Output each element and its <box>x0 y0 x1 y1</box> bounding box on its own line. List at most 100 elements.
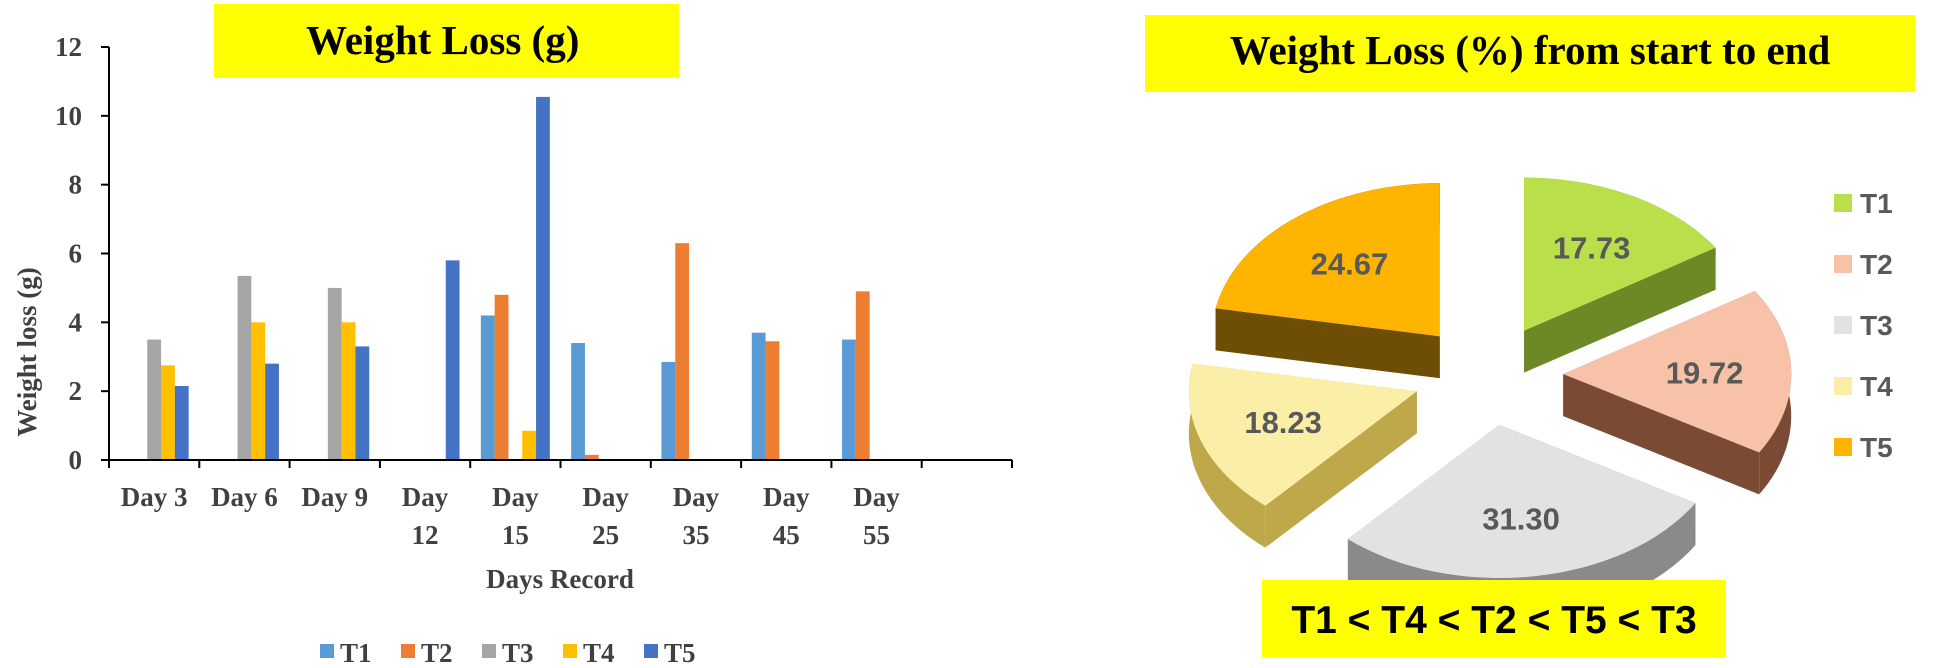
pie-legend-swatch <box>1834 438 1852 456</box>
legend-label: T3 <box>502 638 534 668</box>
pie-slice-t1: 17.73 <box>1523 177 1716 373</box>
bar-t1 <box>842 339 856 460</box>
bar-t5 <box>536 96 550 460</box>
pie-slice-wall <box>1215 308 1440 379</box>
pie-chart-title: Weight Loss (%) from start to end <box>1230 27 1831 73</box>
pie-legend-swatch <box>1834 316 1852 334</box>
bar-t4 <box>251 322 266 460</box>
bar-chart-title: Weight Loss (g) <box>306 17 579 63</box>
x-axis-tick-labels: Day 3 Day 6 Day 9 Day 12 Day 15 Day 25 Day 35 Day 45… <box>121 482 901 550</box>
x-axis-title: Days Record <box>486 564 634 594</box>
x-tick-label: Day <box>402 482 449 512</box>
bar-series <box>147 96 870 460</box>
x-tick-label: 12 <box>412 520 439 550</box>
pie-legend-swatch <box>1834 255 1852 273</box>
pie-legend-swatch <box>1834 377 1852 395</box>
y-tick-label: 4 <box>69 307 83 337</box>
y-tick-label: 6 <box>69 239 83 269</box>
legend-swatch <box>401 644 415 658</box>
bar-t1 <box>571 342 585 460</box>
bar-t3 <box>147 339 162 460</box>
pie-slice-top <box>1188 363 1417 506</box>
bar-legend: T1 T2 T3 T4 T5 <box>320 638 696 668</box>
legend-label: T1 <box>340 638 372 668</box>
pie-legend-label: T3 <box>1860 310 1893 341</box>
bar-t5 <box>174 386 189 460</box>
ranking-annotation: T1 < T4 < T2 < T5 < T3 <box>1291 599 1696 642</box>
x-tick-label: Day 9 <box>301 482 368 512</box>
pie-data-label: 31.30 <box>1482 502 1560 537</box>
pie-slice-top <box>1563 291 1792 453</box>
y-tick-label: 0 <box>69 445 83 475</box>
bar-t4 <box>522 430 537 460</box>
bar-t1 <box>751 332 766 460</box>
x-tick-label: Day 3 <box>121 482 188 512</box>
pie-chart-title-highlight <box>1145 15 1915 92</box>
pie-slices: 17.73 24.67 19.72 18.23 31.30 <box>1188 177 1792 620</box>
x-tick-label: 25 <box>592 520 619 550</box>
pie-legend-label: T4 <box>1860 371 1893 402</box>
bar-t1 <box>480 315 495 460</box>
legend-label: T5 <box>664 638 696 668</box>
pie-legend-swatch <box>1834 194 1852 212</box>
x-tick-label: Day <box>673 482 720 512</box>
y-tick-label: 2 <box>69 376 83 406</box>
pie-legend: T1 T2 T3 T4 T5 <box>1834 188 1893 463</box>
pie-data-label: 18.23 <box>1244 405 1322 440</box>
pie-slice-wall <box>1265 391 1417 548</box>
y-tick-label: 8 <box>69 170 83 200</box>
bar-t3 <box>327 287 342 460</box>
pie-data-label: 17.73 <box>1553 230 1631 265</box>
axis-tick-marks <box>101 46 1013 468</box>
y-tick-label: 10 <box>55 101 82 131</box>
pie-slice-wall <box>1563 374 1760 495</box>
x-tick-label: 15 <box>502 520 529 550</box>
x-tick-label: 45 <box>773 520 800 550</box>
legend-swatch <box>563 644 577 658</box>
bar-chart-title-highlight <box>214 4 679 78</box>
bar-t2 <box>494 294 509 460</box>
pie-slice-t4: 18.23 <box>1188 363 1417 548</box>
bar-t3 <box>237 275 252 460</box>
x-tick-label: Day <box>582 482 629 512</box>
pie-slice-t2: 19.72 <box>1563 291 1792 495</box>
pie-slice-t5: 24.67 <box>1215 183 1440 379</box>
legend-swatch <box>482 644 496 658</box>
ranking-highlight <box>1262 580 1726 657</box>
bar-t2 <box>675 243 690 460</box>
bar-t5 <box>445 260 460 460</box>
pie-data-label: 24.67 <box>1311 246 1389 281</box>
bar-t2 <box>765 341 780 460</box>
x-tick-label: Day <box>492 482 539 512</box>
pie-chart: Weight Loss (%) from start to end 17.73 2… <box>1145 15 1915 657</box>
y-axis-title: Weight loss (g) <box>12 267 42 437</box>
x-tick-label: 55 <box>863 520 890 550</box>
y-axis-tick-labels: 0 2 4 6 8 10 12 <box>55 32 82 475</box>
legend-swatch <box>320 644 334 658</box>
bar-t2 <box>584 454 599 460</box>
y-tick-label: 12 <box>55 32 82 62</box>
pie-legend-label: T2 <box>1860 249 1893 280</box>
legend-label: T2 <box>421 638 453 668</box>
bar-t2 <box>855 291 870 460</box>
pie-legend-label: T5 <box>1860 432 1893 463</box>
x-tick-label: Day 6 <box>211 482 278 512</box>
bar-t4 <box>161 365 175 460</box>
pie-slice-top <box>1523 177 1716 331</box>
x-tick-label: Day <box>853 482 900 512</box>
legend-swatch <box>644 644 658 658</box>
pie-slice-top <box>1347 424 1696 578</box>
pie-slice-rim <box>1188 363 1266 548</box>
pie-slice-top <box>1215 183 1440 337</box>
bar-t5 <box>355 346 370 460</box>
x-tick-label: 35 <box>682 520 709 550</box>
bar-t4 <box>341 322 356 460</box>
legend-label: T4 <box>583 638 615 668</box>
pie-legend-label: T1 <box>1860 188 1893 219</box>
x-tick-label: Day <box>763 482 810 512</box>
pie-slice-wall <box>1523 247 1716 373</box>
pie-data-label: 19.72 <box>1666 355 1744 390</box>
bar-t5 <box>265 363 279 460</box>
